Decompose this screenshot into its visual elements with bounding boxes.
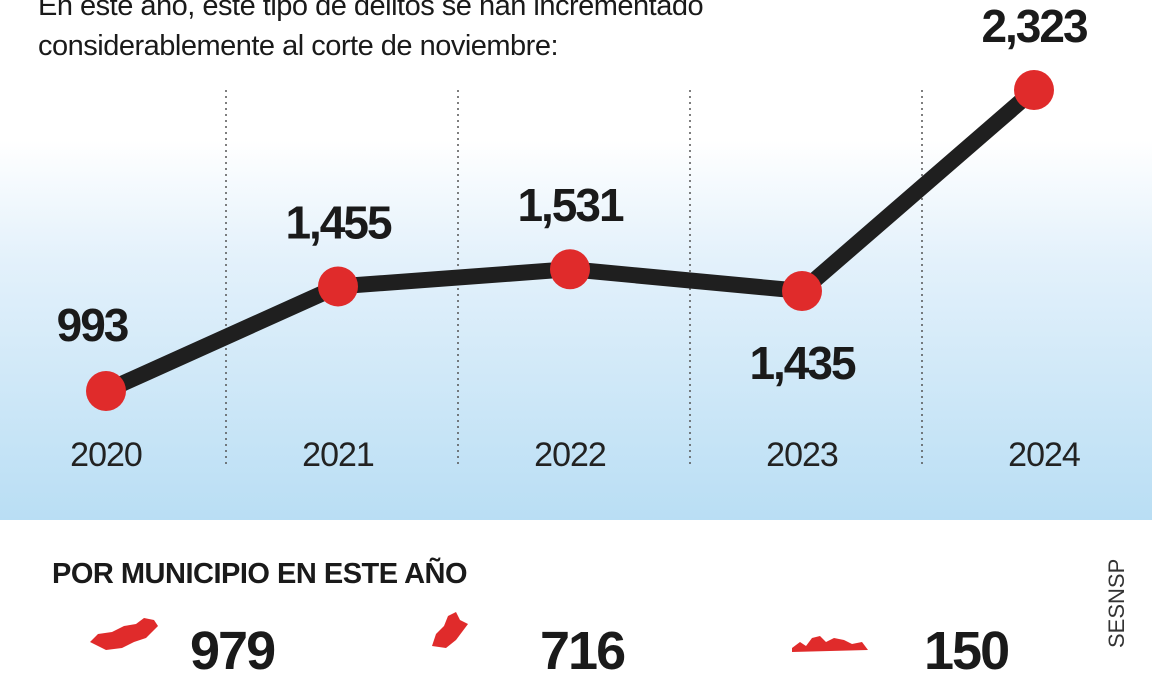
municipio-map-icon [432,612,468,648]
year-label-2021: 2021 [302,436,374,474]
municipio-map-icon [792,636,868,652]
value-label-2022: 1,531 [517,179,624,231]
value-label-2024: 2,323 [981,0,1087,52]
data-point-2020 [86,371,126,411]
year-label-2022: 2022 [534,436,606,474]
data-point-2022 [550,249,590,290]
value-labels: 993 1,455 1,531 1,435 2,323 [57,0,1089,389]
municipio-value-1: 979 [190,621,276,681]
data-points [86,70,1054,411]
year-label-2023: 2023 [766,436,838,474]
municipio-map-icon [90,618,158,650]
value-label-2023: 1,435 [749,337,856,389]
data-point-2023 [782,270,822,311]
data-point-2024 [1014,70,1054,110]
value-label-2021: 1,455 [285,196,392,248]
series-line [102,83,1040,399]
municipio-value-2: 716 [540,621,626,681]
year-labels: 2020 2021 2022 2023 2024 [70,436,1081,474]
data-point-2021 [318,266,358,307]
year-label-2024: 2024 [1008,436,1080,474]
line-chart: 993 1,455 1,531 1,435 2,323 2020 2021 2022 2023… [57,0,1089,474]
year-label-2020: 2020 [70,436,142,474]
value-label-2020: 993 [57,299,128,351]
municipio-title: POR MUNICIPIO EN ESTE AÑO [52,558,468,590]
intro-line-1: En este año, este tipo de delitos se han… [38,0,704,22]
chart-intro-text: En este año, este tipo de delitos se han… [38,0,938,66]
intro-line-2: considerablemente al corte de noviembre: [38,30,559,62]
municipio-value-3: 150 [924,621,1010,681]
source-credit: SESNSP [1104,558,1129,648]
